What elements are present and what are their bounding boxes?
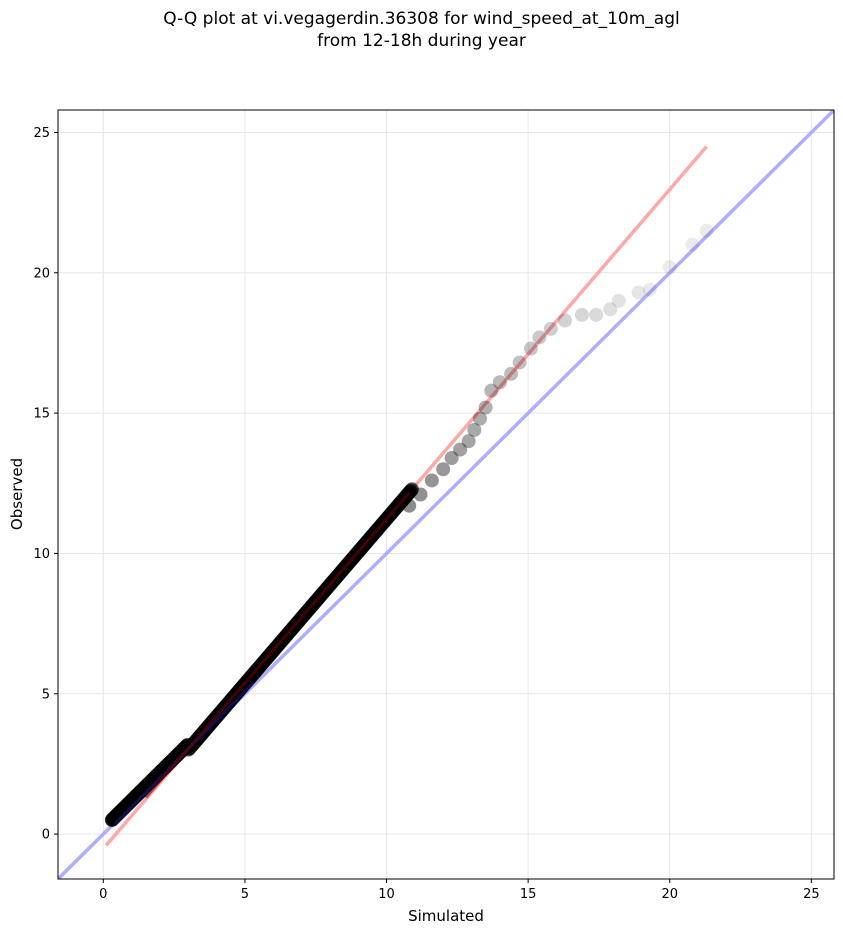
plot-frame	[57, 109, 835, 880]
tail-points	[402, 223, 714, 513]
data-point	[402, 498, 417, 513]
data-point	[523, 341, 538, 356]
data-point	[504, 366, 519, 381]
data-point	[478, 400, 493, 415]
data-point	[413, 487, 428, 502]
plot-area	[58, 110, 834, 879]
y-tick-label: 20	[33, 266, 50, 281]
y-tick-label: 5	[42, 687, 50, 702]
data-point	[424, 473, 439, 488]
y-tick-label: 10	[33, 547, 50, 562]
data-point	[532, 330, 547, 345]
data-point	[472, 411, 487, 426]
x-tick-label: 25	[803, 887, 820, 902]
data-point	[453, 442, 468, 457]
x-tick-label: 20	[661, 887, 678, 902]
chart-subtitle: from 12-18h during year	[317, 31, 526, 51]
data-point	[603, 302, 618, 317]
y-tick-label: 0	[42, 828, 50, 843]
y-tick-label: 15	[33, 407, 50, 422]
x-tick-label: 15	[520, 887, 537, 902]
data-point	[611, 293, 626, 308]
fit-line-overlay	[144, 491, 411, 799]
x-axis-label: Simulated	[408, 907, 484, 925]
data-point	[589, 307, 604, 322]
data-point	[574, 307, 589, 322]
data-point	[512, 355, 527, 370]
x-tick-label: 0	[99, 887, 107, 902]
data-point	[662, 260, 677, 275]
y-tick-label: 25	[33, 126, 50, 141]
y-axis-label: Observed	[8, 458, 26, 530]
data-point	[699, 223, 714, 238]
grid	[58, 110, 834, 879]
data-point	[557, 313, 572, 328]
data-point	[467, 422, 482, 437]
data-point	[685, 237, 700, 252]
x-tick-label: 5	[241, 887, 249, 902]
data-point	[631, 285, 646, 300]
data-point	[484, 383, 499, 398]
data-point	[642, 282, 657, 297]
data-point	[436, 462, 451, 477]
data-point	[492, 375, 507, 390]
chart-title: Q-Q plot at vi.vegagerdin.36308 for wind…	[163, 9, 680, 29]
data-point	[444, 451, 459, 466]
axes: 0 5 10 15 20 25 0 5 10 15 20 25	[33, 126, 819, 902]
data-point	[461, 434, 476, 449]
chart-title-block: Q-Q plot at vi.vegagerdin.36308 for wind…	[0, 8, 843, 52]
data-point	[543, 321, 558, 336]
x-tick-label: 10	[378, 887, 395, 902]
